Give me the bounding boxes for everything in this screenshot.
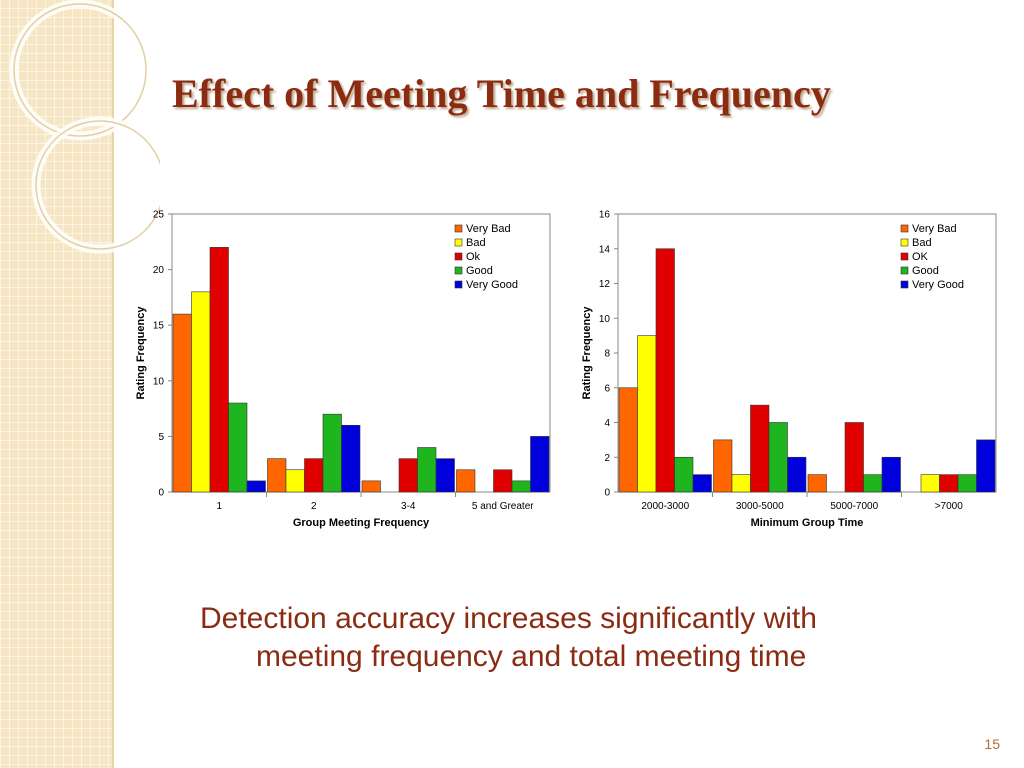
bar-3-2 <box>863 474 883 493</box>
bar-3-0 <box>228 402 248 493</box>
legend-label-1: Bad <box>466 237 486 249</box>
chart-1-svg: 0 2 4 6 8 10 12 14 16 2000-3000 3000-5000 5000-7000… <box>581 210 997 529</box>
bar-3-3 <box>957 474 977 493</box>
chart-minimum-group-time: 0 2 4 6 8 10 12 14 16 2000-3000 3000-5000 5000-7000… <box>570 200 1010 540</box>
legend-swatch-4 <box>900 280 909 289</box>
y-tick-label-4: 20 <box>153 265 165 276</box>
y-tick-label-1: 2 <box>604 453 610 464</box>
x-tick-label-0: 2000-3000 <box>641 501 689 512</box>
bar-2-0 <box>655 248 675 493</box>
y-tick-label-0: 0 <box>604 488 610 499</box>
slide-title: Effect of Meeting Time and Frequency <box>172 71 831 116</box>
x-tick-label-2: 5000-7000 <box>830 501 878 512</box>
bar-3-1 <box>322 413 342 493</box>
bar-0-3 <box>456 469 476 493</box>
legend-swatch-1 <box>900 238 909 247</box>
y-axis-title: Rating Frequency <box>135 306 147 400</box>
bar-2-0 <box>209 247 229 493</box>
bar-4-1 <box>787 456 807 493</box>
legend-swatch-3 <box>900 266 909 275</box>
y-tick-label-5: 25 <box>153 210 165 221</box>
legend-label-3: Good <box>912 265 939 277</box>
legend-label-4: Very Good <box>466 279 518 291</box>
legend-swatch-2 <box>900 252 909 261</box>
bar-4-1 <box>341 424 361 493</box>
x-tick-label-1: 2 <box>311 501 317 512</box>
bar-3-1 <box>768 422 788 493</box>
y-tick-label-3: 6 <box>604 383 610 394</box>
y-tick-label-0: 0 <box>158 488 164 499</box>
x-tick-label-2: 3-4 <box>401 501 416 512</box>
bar-0-2 <box>361 480 381 493</box>
legend-swatch-3 <box>454 266 463 275</box>
bar-0-2 <box>807 474 827 493</box>
y-tick-label-6: 12 <box>599 279 611 290</box>
bar-2-2 <box>398 458 418 493</box>
caption-line-1: Detection accuracy increases significant… <box>200 602 817 635</box>
legend-swatch-4 <box>454 280 463 289</box>
y-tick-label-7: 14 <box>599 244 611 255</box>
legend-swatch-0 <box>454 224 463 233</box>
y-tick-label-3: 15 <box>153 321 165 332</box>
bar-3-3 <box>511 480 531 493</box>
x-axis-title: Group Meeting Frequency <box>293 517 430 529</box>
bar-4-0 <box>246 480 266 493</box>
y-tick-label-2: 4 <box>604 418 610 429</box>
bar-1-1 <box>285 469 305 493</box>
y-tick-label-8: 16 <box>599 210 611 221</box>
y-tick-label-5: 10 <box>599 314 611 325</box>
legend-label-2: OK <box>912 251 929 263</box>
legend-label-0: Very Bad <box>912 223 957 235</box>
slide-caption: Detection accuracy increases significant… <box>200 600 1000 676</box>
bar-0-0 <box>618 387 638 493</box>
x-axis-title: Minimum Group Time <box>751 517 864 529</box>
bar-1-0 <box>191 291 211 493</box>
bar-1-0 <box>637 335 657 493</box>
bar-3-0 <box>674 456 694 493</box>
bar-2-2 <box>844 422 864 493</box>
y-tick-label-2: 10 <box>153 376 165 387</box>
x-tick-label-1: 3000-5000 <box>736 501 784 512</box>
bar-4-3 <box>530 436 550 493</box>
x-tick-label-3: 5 and Greater <box>472 501 534 512</box>
y-tick-label-4: 8 <box>604 349 610 360</box>
bar-4-0 <box>692 474 712 493</box>
legend-label-2: Ok <box>466 251 481 263</box>
legend-swatch-2 <box>454 252 463 261</box>
legend-label-1: Bad <box>912 237 932 249</box>
decorative-ring-1-edge <box>13 3 147 137</box>
bar-1-1 <box>731 474 751 493</box>
y-tick-label-1: 5 <box>158 432 164 443</box>
legend-label-4: Very Good <box>912 279 964 291</box>
bar-0-1 <box>713 439 733 493</box>
bar-1-3 <box>920 474 940 493</box>
legend-swatch-1 <box>454 238 463 247</box>
legend-label-0: Very Bad <box>466 223 511 235</box>
chart-0-svg: 0 5 10 15 20 25 1 2 3-4 5 and Greater Group Meetin… <box>135 210 551 529</box>
decorative-ring-2-edge <box>35 120 160 250</box>
bar-4-2 <box>881 456 901 493</box>
legend-label-3: Good <box>466 265 493 277</box>
caption-line-2: meeting frequency and total meeting time <box>256 640 807 673</box>
decorative-rings <box>9 0 160 254</box>
bar-2-1 <box>304 458 324 493</box>
bar-0-1 <box>267 458 287 493</box>
bar-0-0 <box>172 313 192 493</box>
page-number: 15 <box>984 736 1000 752</box>
legend-swatch-0 <box>900 224 909 233</box>
bar-4-3 <box>976 439 996 493</box>
bar-2-3 <box>939 474 959 493</box>
x-tick-label-3: >7000 <box>935 501 964 512</box>
plot-area <box>617 213 997 493</box>
bar-4-2 <box>435 458 455 493</box>
chart-group-meeting-frequency: 0 5 10 15 20 25 1 2 3-4 5 and Greater Group Meetin… <box>130 200 560 540</box>
x-tick-label-0: 1 <box>216 501 222 512</box>
y-axis-title: Rating Frequency <box>581 306 593 400</box>
bar-2-1 <box>750 404 770 493</box>
bar-3-2 <box>417 447 437 493</box>
bar-2-3 <box>493 469 513 493</box>
